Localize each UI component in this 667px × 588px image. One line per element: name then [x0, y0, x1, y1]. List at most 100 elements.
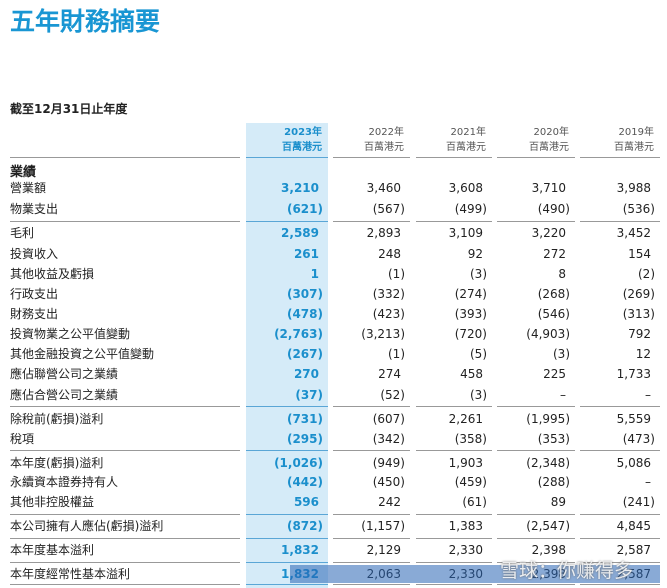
- cell-value: (607): [372, 412, 405, 426]
- cell-value: –: [645, 475, 651, 489]
- rule: [333, 450, 410, 451]
- rule: [10, 406, 240, 407]
- cell-value: (731): [286, 412, 323, 426]
- cell-value: (536): [622, 202, 655, 216]
- cell-value: (423): [372, 307, 405, 321]
- cell-value: 225: [543, 367, 566, 381]
- cell-value: (52): [380, 388, 405, 402]
- rule: [10, 221, 240, 222]
- column-unit: 百萬港元: [614, 142, 654, 153]
- rule: [416, 514, 492, 515]
- cell-value: 3,988: [616, 181, 651, 195]
- cell-value: 272: [543, 247, 566, 261]
- row-label: 本年度經常性基本溢利: [10, 567, 131, 581]
- rule: [416, 538, 492, 539]
- cell-value: (473): [622, 432, 655, 446]
- cell-value: (267): [286, 347, 323, 361]
- cell-value: (3): [470, 267, 487, 281]
- cell-value: 3,452: [616, 226, 651, 240]
- rule: [246, 584, 328, 585]
- cell-value: (2,763): [274, 327, 323, 341]
- cell-value: (393): [454, 307, 487, 321]
- cell-value: 8: [558, 267, 566, 281]
- rule: [10, 562, 240, 563]
- cell-value: (450): [372, 475, 405, 489]
- rule: [10, 584, 240, 585]
- cell-value: 2,893: [366, 226, 401, 240]
- rule: [416, 406, 492, 407]
- subtitle: 截至12月31日止年度: [10, 102, 128, 116]
- cell-value: (949): [372, 456, 405, 470]
- cell-value: (490): [537, 202, 570, 216]
- cell-value: 458: [460, 367, 483, 381]
- cell-value: 3,220: [531, 226, 566, 240]
- cell-value: (268): [537, 287, 570, 301]
- rule: [497, 406, 575, 407]
- cell-value: (442): [286, 475, 323, 489]
- rule: [580, 514, 660, 515]
- row-highlight: [290, 565, 660, 583]
- rule: [246, 562, 328, 563]
- cell-value: (567): [372, 202, 405, 216]
- row-label: 投資收入: [10, 247, 59, 261]
- cell-value: 2,330: [448, 543, 483, 557]
- cell-value: (288): [537, 475, 570, 489]
- cell-value: 596: [293, 495, 319, 509]
- rule: [416, 450, 492, 451]
- cell-value: 154: [628, 247, 651, 261]
- rule: [333, 562, 410, 563]
- cell-value: 5,086: [616, 456, 651, 470]
- cell-value: 2,398: [531, 543, 566, 557]
- cell-value: (307): [286, 287, 323, 301]
- column-unit: 百萬港元: [446, 142, 486, 153]
- cell-value: 261: [293, 247, 319, 261]
- row-label: 應佔合營公司之業績: [10, 388, 119, 402]
- row-label: 應佔聯營公司之業績: [10, 367, 119, 381]
- rule: [497, 157, 575, 158]
- cell-value: 5,559: [616, 412, 651, 426]
- cell-value: 1,383: [448, 519, 483, 533]
- section-title: 業績: [10, 165, 37, 180]
- cell-value: (1,026): [274, 456, 323, 470]
- rule: [333, 584, 410, 585]
- cell-value: 2,261: [448, 412, 483, 426]
- cell-value: (1,157): [361, 519, 405, 533]
- rule: [10, 538, 240, 539]
- cell-value: 12: [635, 347, 651, 361]
- rule: [497, 221, 575, 222]
- cell-value: (2,547): [526, 519, 570, 533]
- rule: [10, 514, 240, 515]
- rule: [416, 157, 492, 158]
- row-label: 本公司擁有人應佔(虧損)溢利: [10, 519, 164, 533]
- cell-value: –: [560, 388, 566, 402]
- rule: [580, 221, 660, 222]
- cell-value: (342): [372, 432, 405, 446]
- cell-value: (61): [462, 495, 487, 509]
- cell-value: (1): [388, 347, 405, 361]
- row-label: 除稅前(虧損)溢利: [10, 412, 104, 426]
- column-unit: 百萬港元: [282, 142, 322, 153]
- cell-value: (358): [454, 432, 487, 446]
- row-label: 本年度(虧損)溢利: [10, 456, 104, 470]
- rule: [333, 157, 410, 158]
- row-label: 營業額: [10, 181, 47, 195]
- column-year: 2019年: [618, 127, 654, 138]
- cell-value: (1): [388, 267, 405, 281]
- cell-value: (720): [454, 327, 487, 341]
- cell-value: –: [645, 388, 651, 402]
- rule: [580, 450, 660, 451]
- cell-value: (2,348): [526, 456, 570, 470]
- rule: [10, 450, 240, 451]
- rule: [246, 450, 328, 451]
- cell-value: (3): [470, 388, 487, 402]
- cell-value: 792: [628, 327, 651, 341]
- cell-value: 242: [378, 495, 401, 509]
- cell-value: 1,832: [281, 543, 319, 557]
- cell-value: (5): [470, 347, 487, 361]
- cell-value: (499): [454, 202, 487, 216]
- cell-value: (459): [454, 475, 487, 489]
- cell-value: 4,845: [616, 519, 651, 533]
- cell-value: (1,995): [526, 412, 570, 426]
- cell-value: 1,733: [616, 367, 651, 381]
